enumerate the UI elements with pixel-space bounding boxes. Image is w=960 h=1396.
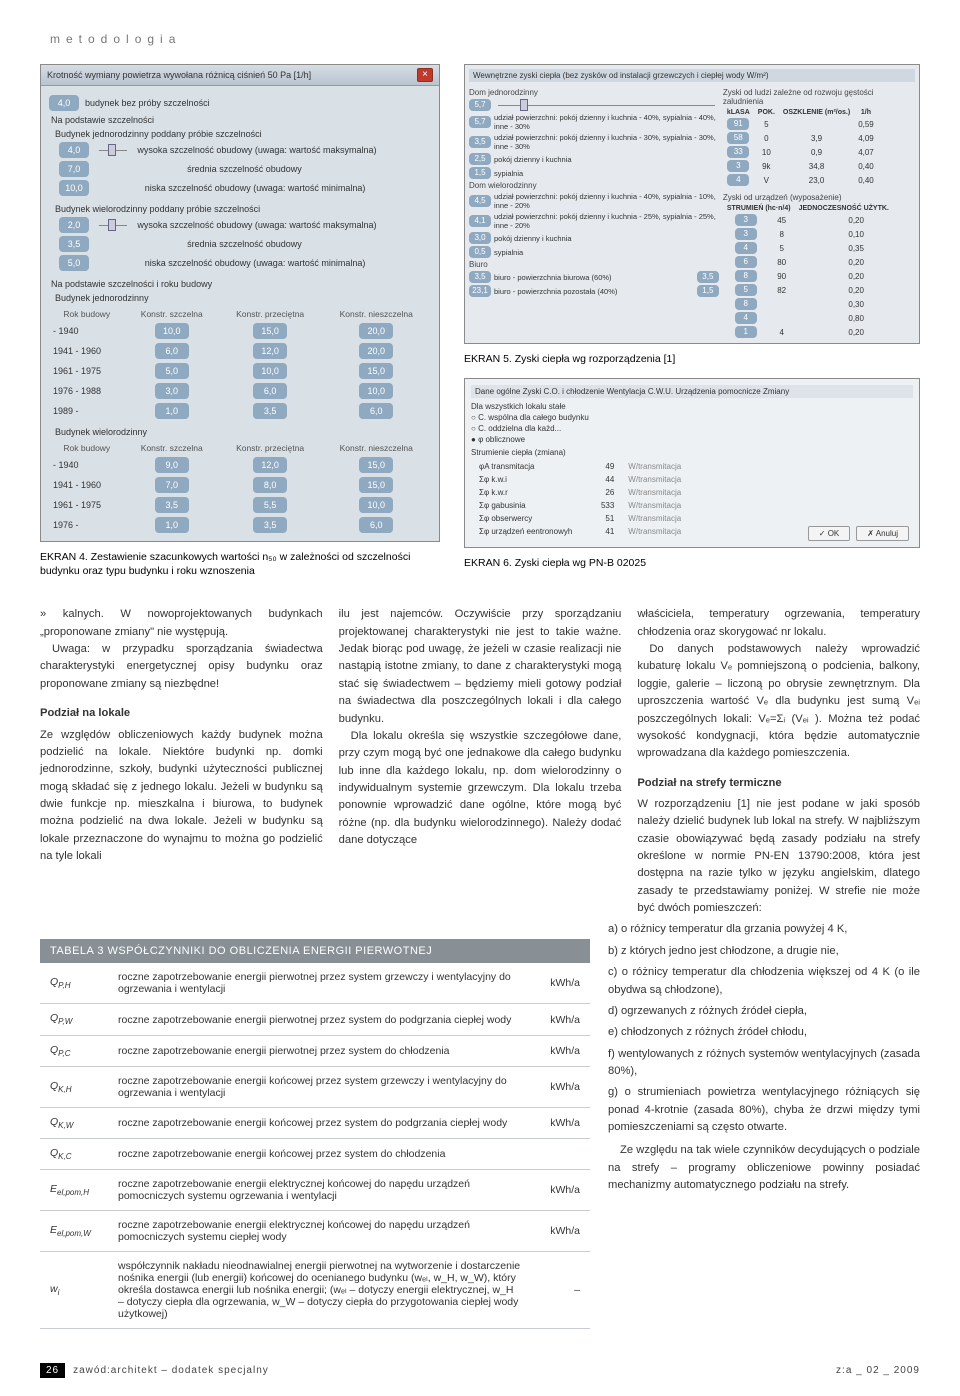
label: Biuro xyxy=(469,260,719,269)
list-item: a) o różnicy temperatur dla grzania powy… xyxy=(608,921,920,938)
badge: 5,0 xyxy=(59,255,89,271)
list-item: d) ogrzewanych z różnych źródeł ciepła, xyxy=(608,1003,920,1020)
paragraph: Do danych podstawowych należy wprowadzić… xyxy=(637,641,920,763)
label: wysoka szczelność obudowy (uwaga: wartoś… xyxy=(137,220,376,230)
subhead: Budynek wielorodzinny poddany próbie szc… xyxy=(55,204,431,214)
paragraph: ilu jest najemców. Oczywiście przy sporz… xyxy=(339,606,622,728)
footer: 26 zawód:architekt – dodatek specjalny z:… xyxy=(40,1365,920,1376)
table: kLASAPOK.OSZKLENIE (m²/os.)1/h9150,59580… xyxy=(723,108,878,187)
n50-badge: 4,0 xyxy=(49,95,79,111)
badge: 4,0 xyxy=(59,142,89,158)
paragraph: Dla lokalu określa się wszystkie szczegó… xyxy=(339,728,622,850)
list-item: g) o strumieniach powietrza wentylacyjne… xyxy=(608,1084,920,1136)
subhead: Budynek jednorodzinny xyxy=(55,293,431,303)
subhead: Budynek jednorodzinny poddany próbie szc… xyxy=(55,129,431,139)
radio-opt[interactable]: φ oblicznowe xyxy=(478,435,525,444)
badge: 10,0 xyxy=(59,180,89,196)
paragraph: » kalnych. W nowoprojektowanych budynkac… xyxy=(40,606,323,641)
close-icon[interactable]: × xyxy=(417,68,433,82)
slider[interactable] xyxy=(498,105,715,106)
section-header: metodologia xyxy=(50,32,920,46)
badge: 2,0 xyxy=(59,217,89,233)
label: Dom wielorodzinny xyxy=(469,181,719,190)
ekran4-table-j: Rok budowyKonstr. szczelnaKonstr. przeci… xyxy=(49,307,431,421)
ok-button[interactable]: ✓ OK xyxy=(808,526,850,541)
label: Dom jednorodzinny xyxy=(469,88,719,97)
slider[interactable] xyxy=(99,225,127,226)
list-item: c) o różnicy temperatur dla chłodzenia w… xyxy=(608,964,920,999)
label: Zyski od urządzeń (wyposażenie) xyxy=(723,193,915,202)
label: średnia szczelność obudowy xyxy=(187,164,302,174)
ekran4-title: Krotność wymiany powietrza wywołana różn… xyxy=(47,70,311,80)
ekran4-window: Krotność wymiany powietrza wywołana różn… xyxy=(40,64,440,542)
table3-title: TABELA 3 WSPÓŁCZYNNIKI DO OBLICZENIA ENE… xyxy=(40,939,590,963)
list-item: b) z których jedno jest chłodzone, a dru… xyxy=(608,943,920,960)
page-number: 26 xyxy=(40,1363,65,1378)
table: φA transmitacja49W/transmitacjaΣφ k.w.i4… xyxy=(471,459,689,539)
subhead: Na podstawie szczelności xyxy=(51,115,431,125)
badge: 7,0 xyxy=(59,161,89,177)
label: wysoka szczelność obudowy (uwaga: wartoś… xyxy=(137,145,376,155)
badge: 3,5 xyxy=(59,236,89,252)
heading: Podział na strefy termiczne xyxy=(637,775,920,792)
label: niska szczelność obudowy (uwaga: wartość… xyxy=(145,258,366,268)
footer-right: z:a _ 02 _ 2009 xyxy=(836,1365,920,1376)
heading: Podział na lokale xyxy=(40,705,323,722)
subhead: Na podstawie szczelności i roku budowy xyxy=(51,279,431,289)
slider[interactable] xyxy=(99,150,127,151)
paragraph: właściciela, temperatury ogrzewania, tem… xyxy=(637,606,920,641)
n50-label: budynek bez próby szczelności xyxy=(85,98,210,108)
label: średnia szczelność obudowy xyxy=(187,239,302,249)
label: Zyski od ludzi zależne od rozwoju gęstoś… xyxy=(723,88,915,106)
paragraph: Ze względów obliczeniowych każdy budynek… xyxy=(40,727,323,866)
label: niska szczelność obudowy (uwaga: wartość… xyxy=(145,183,366,193)
opt: Dla wszystkich lokalu stałe xyxy=(471,402,913,411)
ekran6-caption: EKRAN 6. Zyski ciepła wg PN-B 02025 xyxy=(464,556,920,570)
radio-opt[interactable]: C. wspólna dla całego budynku xyxy=(478,413,589,422)
list-item: f) wentylowanych z różnych systemów went… xyxy=(608,1046,920,1081)
radio-opt[interactable]: C. oddzielna dla każd... xyxy=(478,424,561,433)
paragraph: Ze względu na tak wiele czynników decydu… xyxy=(608,1142,920,1194)
ekran4-caption: EKRAN 4. Zestawienie szacunkowych wartoś… xyxy=(40,550,440,578)
paragraph: Uwaga: w przypadku sporządzania świadect… xyxy=(40,641,323,693)
table3: QP,Hroczne zapotrzebowanie energii pierw… xyxy=(40,963,590,1328)
tabs[interactable]: Dane ogólne Zyski C.O. i chłodzenie Went… xyxy=(471,385,913,398)
ekran6-window: Dane ogólne Zyski C.O. i chłodzenie Went… xyxy=(464,378,920,548)
ekran5-caption: EKRAN 5. Zyski ciepła wg rozporządzenia … xyxy=(464,352,920,366)
subhead: Budynek wielorodzinny xyxy=(55,427,431,437)
ekran4-table-w: Rok budowyKonstr. szczelnaKonstr. przeci… xyxy=(49,441,431,535)
ekran5-window: Wewnętrzne zyski ciepła (bez zysków od i… xyxy=(464,64,920,344)
cancel-button[interactable]: ✗ Anuluj xyxy=(856,526,909,541)
footer-left: zawód:architekt – dodatek specjalny xyxy=(73,1365,269,1376)
label: Strumienie ciepła (zmiana) xyxy=(471,448,913,457)
ekran5-title: Wewnętrzne zyski ciepła (bez zysków od i… xyxy=(469,69,915,82)
paragraph: W rozporządzeniu [1] nie jest podane w j… xyxy=(637,796,920,918)
list-item: e) chłodzonych z różnych źródeł chłodu, xyxy=(608,1024,920,1041)
table: STRUMIEŃ (hc·n/4)JEDNOCZESNOŚĆ UŻYTK.345… xyxy=(723,204,893,339)
